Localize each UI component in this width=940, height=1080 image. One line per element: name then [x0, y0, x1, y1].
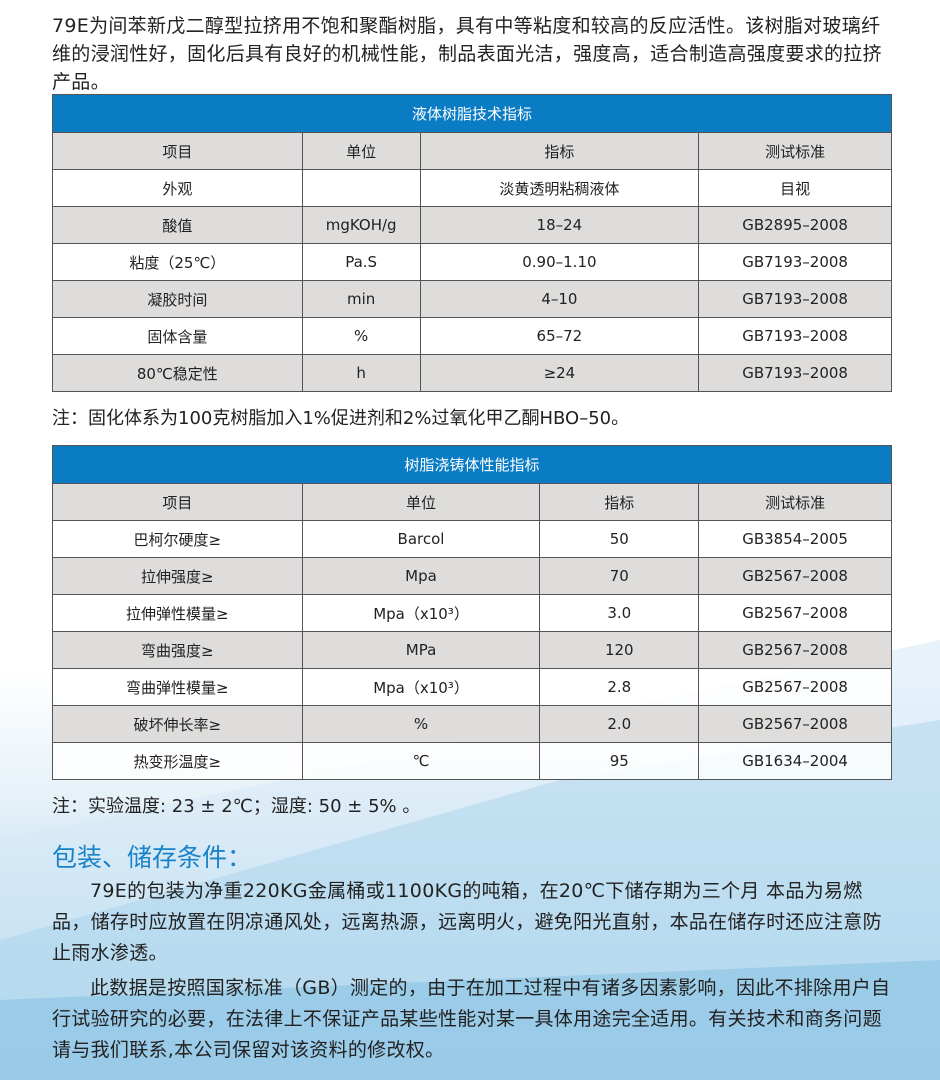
table-cell: 淡黄透明粘稠液体: [419, 169, 700, 207]
table-cell: 热变形温度≥: [52, 742, 303, 780]
table-row: 80℃稳定性 h ≥24 GB7193–2008: [52, 354, 892, 392]
table-cell: 2.8: [539, 668, 700, 706]
table-cell: 目视: [698, 169, 892, 207]
table-cell: GB2567–2008: [698, 668, 892, 706]
table-cell: GB2567–2008: [698, 631, 892, 669]
table1-note: 注：固化体系为100克树脂加入1%促进剂和2%过氧化甲乙酮HBO–50。: [52, 408, 630, 429]
table-row: 巴柯尔硬度≥ Barcol 50 GB3854–2005: [52, 520, 892, 558]
table-cell: %: [301, 705, 541, 743]
table-cell: Mpa（x10³）: [301, 668, 541, 706]
table-cell: MPa: [301, 631, 541, 669]
table-row: 拉伸弹性模量≥ Mpa（x10³） 3.0 GB2567–2008: [52, 594, 892, 632]
table-cell: 50: [539, 520, 700, 558]
table-cell: 3.0: [539, 594, 700, 632]
table-cell: h: [301, 354, 421, 392]
table-cell: 80℃稳定性: [52, 354, 303, 392]
column-header: 指标: [539, 483, 700, 521]
table-cell: Barcol: [301, 520, 541, 558]
table-title: 树脂浇铸体性能指标: [52, 445, 892, 484]
column-header: 测试标准: [698, 132, 892, 170]
table-cell: [301, 169, 421, 207]
table-cell: min: [301, 280, 421, 318]
table-row: 热变形温度≥ ℃ 95 GB1634–2004: [52, 742, 892, 780]
table-row: 凝胶时间 min 4–10 GB7193–2008: [52, 280, 892, 318]
table-cell: %: [301, 317, 421, 355]
table-cell: 外观: [52, 169, 303, 207]
table-cell: mgKOH/g: [301, 206, 421, 244]
table2-note: 注：实验温度: 23 ± 2℃；湿度: 50 ± 5% 。: [52, 796, 421, 817]
table-cell: 120: [539, 631, 700, 669]
table-cell: GB7193–2008: [698, 243, 892, 281]
table-cell: Mpa: [301, 557, 541, 595]
table-cell: 弯曲强度≥: [52, 631, 303, 669]
table-cell: Pa.S: [301, 243, 421, 281]
intro-paragraph: 79E为间苯新戊二醇型拉挤用不饱和聚酯树脂，具有中等粘度和较高的反应活性。该树脂…: [52, 15, 882, 93]
column-header: 单位: [301, 483, 541, 521]
table-cell: 破坏伸长率≥: [52, 705, 303, 743]
table-row: 拉伸强度≥ Mpa 70 GB2567–2008: [52, 557, 892, 595]
disclaimer-paragraph: 此数据是按照国家标准（GB）测定的，由于在加工过程中有诸多因素影响，因此不排除用…: [52, 977, 891, 1061]
table-cell: Mpa（x10³）: [301, 594, 541, 632]
table-cell: GB7193–2008: [698, 280, 892, 318]
column-header: 项目: [52, 132, 303, 170]
column-header: 项目: [52, 483, 303, 521]
table-cell: 弯曲弹性模量≥: [52, 668, 303, 706]
packaging-paragraph: 79E的包装为净重220KG金属桶或1100KG的吨箱，在20℃下储存期为三个月…: [52, 880, 882, 964]
table-cell: 粘度（25℃）: [52, 243, 303, 281]
table-cell: 固体含量: [52, 317, 303, 355]
table-cell: 0.90–1.10: [419, 243, 700, 281]
table-cell: 2.0: [539, 705, 700, 743]
table-cell: GB7193–2008: [698, 354, 892, 392]
section-title: 包装、储存条件：: [52, 843, 253, 872]
column-header: 单位: [301, 132, 421, 170]
table-cell: GB2567–2008: [698, 594, 892, 632]
table-cell: GB2567–2008: [698, 705, 892, 743]
column-header: 测试标准: [698, 483, 892, 521]
table-cell: ℃: [301, 742, 541, 780]
table-cell: 95: [539, 742, 700, 780]
table-cell: 4–10: [419, 280, 700, 318]
table-cell: GB2567–2008: [698, 557, 892, 595]
column-header: 指标: [419, 132, 700, 170]
table-cell: GB1634–2004: [698, 742, 892, 780]
table-cell: GB7193–2008: [698, 317, 892, 355]
table-cell: 凝胶时间: [52, 280, 303, 318]
table-cell: 18–24: [419, 206, 700, 244]
table-row: 粘度（25℃） Pa.S 0.90–1.10 GB7193–2008: [52, 243, 892, 281]
cast-resin-property-table: 树脂浇铸体性能指标 项目 单位 指标 测试标准 巴柯尔硬度≥ Barcol 50 GB…: [52, 445, 892, 780]
table-row: 固体含量% 65–72 GB7193–2008: [52, 317, 892, 355]
table-cell: ≥24: [419, 354, 700, 392]
liquid-resin-spec-table: 液体树脂技术指标 项目 单位 指标 测试标准 外观 淡黄透明粘稠液体 目视 酸值 mgK…: [52, 94, 892, 392]
table-cell: 70: [539, 557, 700, 595]
table-cell: 65–72: [419, 317, 700, 355]
table-row: 破坏伸长率≥% 2.0 GB2567–2008: [52, 705, 892, 743]
table-cell: 拉伸强度≥: [52, 557, 303, 595]
table-row: 外观 淡黄透明粘稠液体 目视: [52, 169, 892, 207]
table-cell: 酸值: [52, 206, 303, 244]
table-cell: GB3854–2005: [698, 520, 892, 558]
table-row: 弯曲弹性模量≥ Mpa（x10³） 2.8 GB2567–2008: [52, 668, 892, 706]
table-row: 弯曲强度≥ MPa 120 GB2567–2008: [52, 631, 892, 669]
table-cell: 巴柯尔硬度≥: [52, 520, 303, 558]
table-cell: 拉伸弹性模量≥: [52, 594, 303, 632]
table-title: 液体树脂技术指标: [52, 94, 892, 133]
table-cell: GB2895–2008: [698, 206, 892, 244]
table-row: 酸值 mgKOH/g 18–24 GB2895–2008: [52, 206, 892, 244]
